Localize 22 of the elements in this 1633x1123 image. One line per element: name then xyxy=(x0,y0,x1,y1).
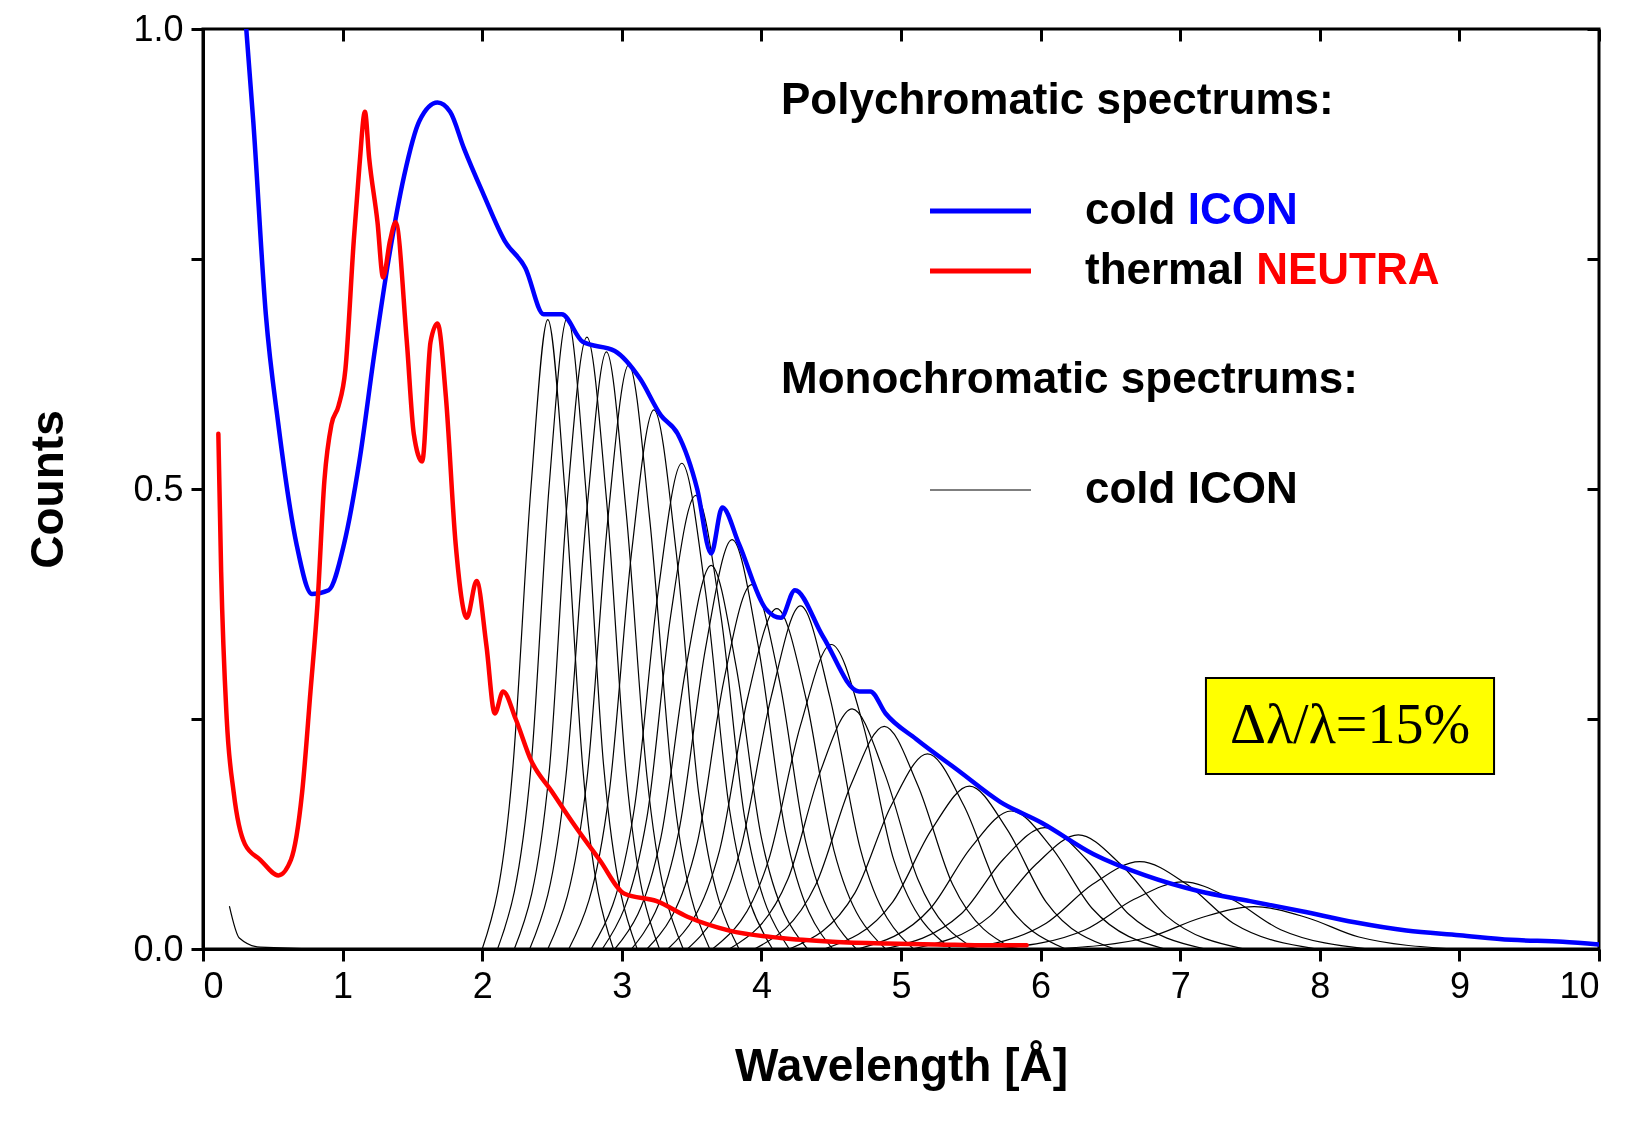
y-axis-title: Counts xyxy=(21,410,74,569)
legend-label: cold ICON xyxy=(1085,184,1298,233)
x-tick-label: 9 xyxy=(1449,964,1470,1006)
x-tick-label: 10 xyxy=(1559,964,1600,1006)
x-tick-label: 7 xyxy=(1170,964,1191,1006)
x-tick-label: 5 xyxy=(891,964,912,1006)
annotation: Δλ/λ=15% xyxy=(1229,693,1471,755)
y-tick-label: 0.0 xyxy=(133,927,184,969)
legend-label: cold ICON xyxy=(1085,463,1298,512)
x-axis-title: Wavelength [Å] xyxy=(734,1038,1069,1091)
legend-label: thermal NEUTRA xyxy=(1085,244,1440,293)
y-tick-label: 1.0 xyxy=(133,7,184,49)
x-tick-label: 1 xyxy=(333,964,354,1006)
x-tick-label: 8 xyxy=(1310,964,1331,1006)
x-tick-label: 2 xyxy=(472,964,493,1006)
annotation: Polychromatic spectrums: xyxy=(781,74,1334,123)
annotation: Monochromatic spectrums: xyxy=(781,353,1358,402)
x-tick-label: 3 xyxy=(612,964,633,1006)
x-tick-label: 0 xyxy=(203,964,224,1006)
x-tick-label: 6 xyxy=(1031,964,1052,1006)
x-tick-label: 4 xyxy=(751,964,772,1006)
y-tick-label: 0.5 xyxy=(133,467,184,509)
